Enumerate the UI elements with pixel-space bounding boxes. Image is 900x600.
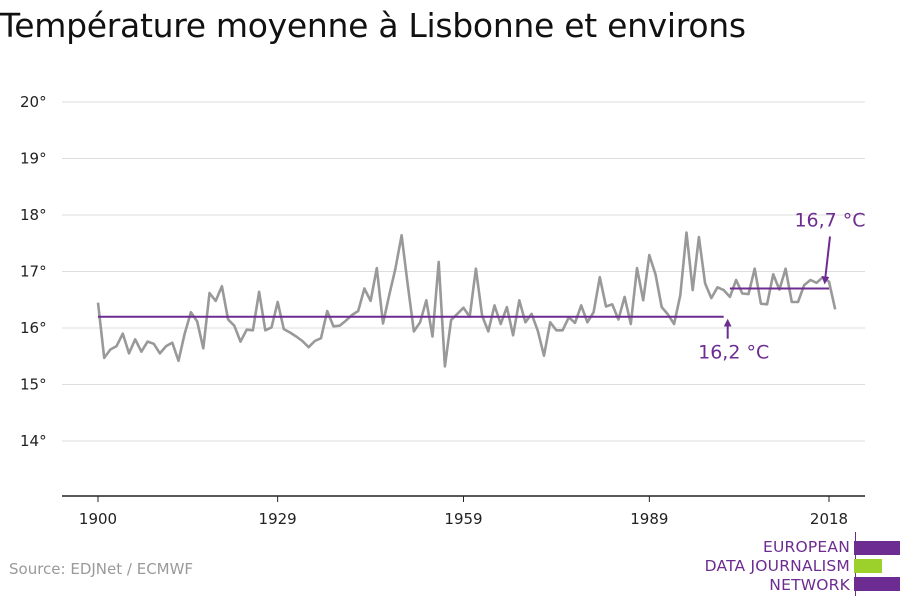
- x-axis: 1900 1929 1959 1989 2018: [62, 495, 865, 528]
- annotation-label-1: 16,2 °C: [698, 342, 769, 364]
- y-tick-label-14: 14°: [20, 432, 47, 450]
- logo-bar-middle: [854, 559, 882, 573]
- series-temperature-line: [96, 231, 837, 368]
- annotation-arrow-2: [821, 236, 831, 285]
- y-tick-label-20: 20°: [20, 93, 47, 111]
- y-tick-label-16: 16°: [20, 319, 47, 337]
- x-tick-label-1959: 1959: [444, 510, 482, 528]
- x-tick-label-1989: 1989: [630, 510, 668, 528]
- x-tick-label-1900: 1900: [79, 510, 117, 528]
- logo-line-3: NETWORK: [769, 576, 850, 594]
- chart-title: Température moyenne à Lisbonne et enviro…: [0, 6, 746, 45]
- logo-line-2: DATA JOURNALISM: [704, 557, 850, 575]
- x-tick-label-2018: 2018: [810, 510, 848, 528]
- y-tick-label-17: 17°: [20, 263, 47, 281]
- y-tick-label-18: 18°: [20, 206, 47, 224]
- logo-text: EUROPEAN DATA JOURNALISM NETWORK: [705, 538, 850, 595]
- x-tick-label-1929: 1929: [259, 510, 297, 528]
- logo-bar-bottom: [854, 577, 900, 591]
- edjnet-logo: EUROPEAN DATA JOURNALISM NETWORK: [700, 532, 900, 596]
- grid-lines: [62, 101, 865, 442]
- y-tick-labels: 14° 15° 16° 17° 18° 19° 20°: [20, 93, 47, 450]
- source-note: Source: EDJNet / ECMWF: [9, 560, 194, 578]
- y-tick-label-19: 19°: [20, 150, 47, 168]
- series-lines: [96, 231, 837, 368]
- annotation-label-2: 16,7 °C: [794, 209, 865, 231]
- y-tick-label-15: 15°: [20, 376, 47, 394]
- annotations: 16,2 °C 16,7 °C: [698, 209, 865, 363]
- logo-line-1: EUROPEAN: [762, 538, 850, 556]
- logo-bar-top: [854, 541, 900, 555]
